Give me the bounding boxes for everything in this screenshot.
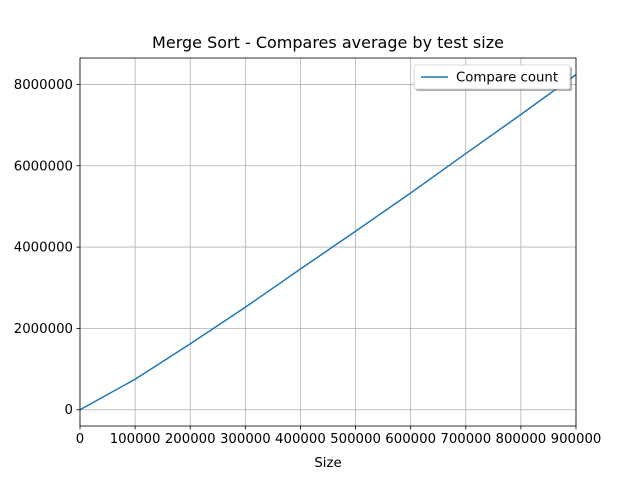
x-tick-label: 500000 — [330, 432, 381, 447]
y-tick-label: 8000000 — [14, 78, 73, 93]
y-tick-label: 4000000 — [14, 241, 73, 256]
y-tick-label: 6000000 — [14, 159, 73, 174]
chart-title: Merge Sort - Compares average by test si… — [152, 33, 504, 52]
x-axis-label: Size — [314, 456, 341, 471]
x-tick-label: 900000 — [551, 432, 602, 447]
legend-box — [413, 64, 571, 90]
x-tick-label: 400000 — [275, 432, 326, 447]
grid-lines — [79, 58, 577, 426]
series-layer — [79, 74, 577, 411]
x-tick-label: 0 — [76, 432, 84, 447]
x-tick-label: 600000 — [385, 432, 436, 447]
x-tick-label: 200000 — [165, 432, 216, 447]
x-tick-label: 800000 — [496, 432, 547, 447]
series-line — [79, 74, 577, 411]
x-axis-ticks: 0 100000 200000 300000 400000 500000 600000 700… — [76, 426, 602, 447]
axes-frame — [79, 57, 577, 427]
y-axis-ticks: 0 2000000 4000000 6000000 8000000 — [14, 78, 80, 418]
x-tick-label: 100000 — [110, 432, 161, 447]
x-tick-label: 300000 — [220, 432, 271, 447]
legend-label: Compare count — [456, 71, 558, 86]
legend: Compare count — [413, 64, 572, 91]
y-tick-label: 2000000 — [14, 322, 73, 337]
x-tick-label: 700000 — [440, 432, 491, 447]
y-tick-label: 0 — [65, 403, 73, 418]
